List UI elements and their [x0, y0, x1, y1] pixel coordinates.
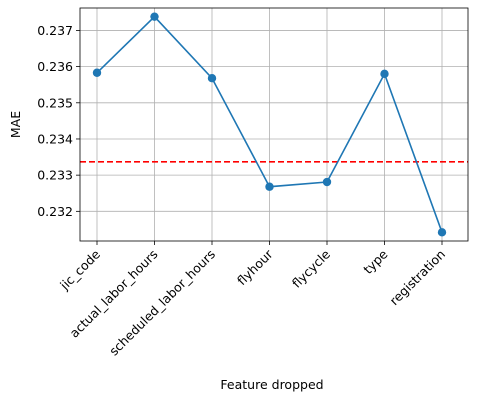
series-layer — [92, 12, 447, 237]
plot-frame — [79, 7, 469, 242]
grid — [80, 8, 468, 241]
y-tick-label: 0.234 — [37, 131, 73, 146]
data-point — [265, 182, 274, 191]
y-tick-label: 0.233 — [37, 168, 73, 183]
x-axis-title: Feature dropped — [220, 377, 323, 392]
data-point — [92, 68, 102, 77]
y-axis-ticks: 0.232 0.233 0.234 0.235 0.236 0.237 — [37, 23, 80, 219]
data-point — [437, 228, 447, 237]
data-point — [322, 177, 332, 187]
y-tick-label: 0.237 — [37, 23, 73, 38]
y-tick-label: 0.235 — [37, 95, 73, 110]
data-point — [380, 69, 389, 79]
y-tick-label: 0.236 — [37, 59, 73, 74]
y-tick-label: 0.232 — [37, 204, 73, 219]
y-axis-title: MAE — [8, 111, 23, 138]
data-point — [207, 73, 217, 83]
data-point — [150, 12, 159, 21]
